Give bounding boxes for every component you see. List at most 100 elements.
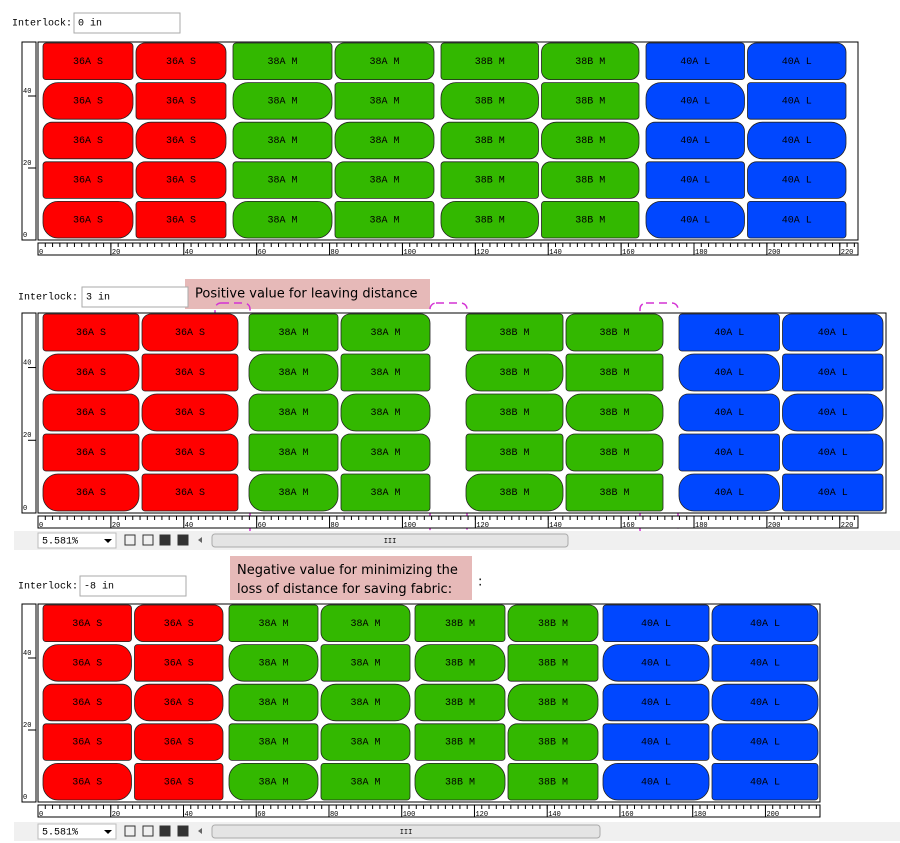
piece-label: 36A S — [175, 408, 205, 419]
piece-label: 40A L — [680, 57, 710, 68]
x-tick-label: 140 — [548, 811, 561, 819]
piece-label: 38B M — [599, 408, 629, 419]
garment-piece — [565, 473, 664, 512]
x-tick-label: 120 — [475, 811, 488, 819]
garment-piece — [141, 393, 239, 432]
garment-piece — [232, 82, 333, 120]
zoom-dropdown[interactable] — [37, 532, 117, 549]
piece-label: 38B M — [475, 136, 505, 147]
interlock-input[interactable] — [81, 286, 189, 308]
garment-piece — [541, 42, 640, 80]
dropdown-arrow — [104, 539, 112, 543]
piece-label: 40A L — [641, 738, 671, 749]
annotation: Positive value for leaving distance — [195, 287, 418, 302]
piece-label: 40A L — [818, 488, 848, 499]
piece-label: 38B M — [575, 97, 605, 108]
tool-icon[interactable] — [159, 825, 171, 837]
garment-piece — [340, 353, 431, 392]
dropdown-arrow — [104, 830, 112, 834]
garment-piece — [678, 473, 780, 512]
tool-icon[interactable] — [177, 534, 189, 546]
garment-piece — [42, 121, 134, 160]
interlock-label: Interlock: — [12, 18, 72, 30]
tool-icon[interactable] — [124, 825, 136, 837]
garment-piece — [334, 82, 435, 120]
tool-icon[interactable] — [124, 534, 136, 546]
garment-piece — [541, 200, 640, 239]
garment-piece — [248, 313, 339, 352]
garment-piece — [414, 683, 506, 722]
garment-piece — [782, 393, 884, 432]
scroll-left[interactable] — [198, 828, 202, 834]
interlock-input[interactable] — [79, 575, 187, 597]
piece-label: 38B M — [599, 328, 629, 339]
piece-label: 36A S — [164, 659, 194, 670]
garment-piece — [711, 644, 819, 682]
garment-piece — [440, 121, 539, 160]
piece-label: 36A S — [72, 738, 102, 749]
piece-label: 40A L — [750, 619, 780, 630]
garment-piece — [248, 353, 339, 392]
x-tick-label: 160 — [622, 249, 635, 257]
garment-piece — [678, 393, 780, 432]
scroll-left[interactable] — [198, 537, 202, 543]
piece-label: 38B M — [445, 738, 475, 749]
scrollbar[interactable] — [211, 533, 569, 548]
x-tick-label: 60 — [258, 522, 266, 530]
garment-piece — [507, 604, 599, 642]
garment-piece — [228, 683, 319, 722]
garment-piece — [232, 161, 333, 199]
garment-piece — [228, 644, 319, 682]
x-tick-label: 80 — [331, 522, 339, 530]
piece-label: 38A M — [258, 698, 288, 709]
piece-label: 36A S — [175, 328, 205, 339]
scrollbar[interactable] — [211, 824, 601, 839]
garment-piece — [414, 763, 506, 801]
piece-label: 38A M — [267, 57, 297, 68]
tool-icon[interactable] — [142, 825, 154, 837]
garment-piece — [782, 473, 884, 512]
x-tick-label: 140 — [549, 522, 562, 530]
x-tick-label: 180 — [695, 249, 708, 257]
garment-piece — [228, 723, 319, 761]
piece-label: 40A L — [750, 738, 780, 749]
garment-piece — [42, 723, 132, 761]
interlock-value: 3 in — [86, 292, 110, 304]
piece-label: 36A S — [175, 368, 205, 379]
interlock-value: -8 in — [84, 581, 114, 593]
piece-label: 40A L — [680, 215, 710, 226]
piece-label: 38B M — [475, 176, 505, 187]
tool-icon[interactable] — [159, 534, 171, 546]
piece-label: 38A M — [370, 328, 400, 339]
garment-piece — [465, 393, 564, 432]
x-tick-label: 200 — [766, 811, 779, 819]
y-tick-label: 40 — [23, 88, 31, 96]
garment-piece — [135, 200, 227, 239]
piece-label: 36A S — [76, 488, 106, 499]
piece-label: 38B M — [575, 215, 605, 226]
piece-label: 38B M — [445, 619, 475, 630]
y-tick-label: 40 — [23, 650, 31, 658]
x-tick-label: 120 — [476, 522, 489, 530]
garment-piece — [645, 82, 745, 120]
piece-label: 38B M — [499, 488, 529, 499]
garment-piece — [42, 683, 132, 722]
piece-label: 36A S — [164, 698, 194, 709]
piece-label: 40A L — [782, 215, 812, 226]
garment-piece — [565, 433, 664, 472]
zoom-dropdown[interactable] — [37, 823, 117, 840]
interlock-input[interactable] — [73, 12, 181, 34]
garment-piece — [602, 723, 710, 761]
garment-piece — [645, 200, 745, 239]
garment-piece — [340, 473, 431, 512]
garment-piece — [711, 683, 819, 722]
tool-icon[interactable] — [177, 825, 189, 837]
garment-piece — [541, 161, 640, 199]
tool-icon[interactable] — [142, 534, 154, 546]
garment-piece — [141, 313, 239, 352]
garment-piece — [228, 604, 319, 642]
piece-label: 38A M — [258, 619, 288, 630]
piece-label: 38A M — [369, 136, 399, 147]
garment-piece — [602, 763, 710, 801]
piece-label: 38A M — [370, 448, 400, 459]
